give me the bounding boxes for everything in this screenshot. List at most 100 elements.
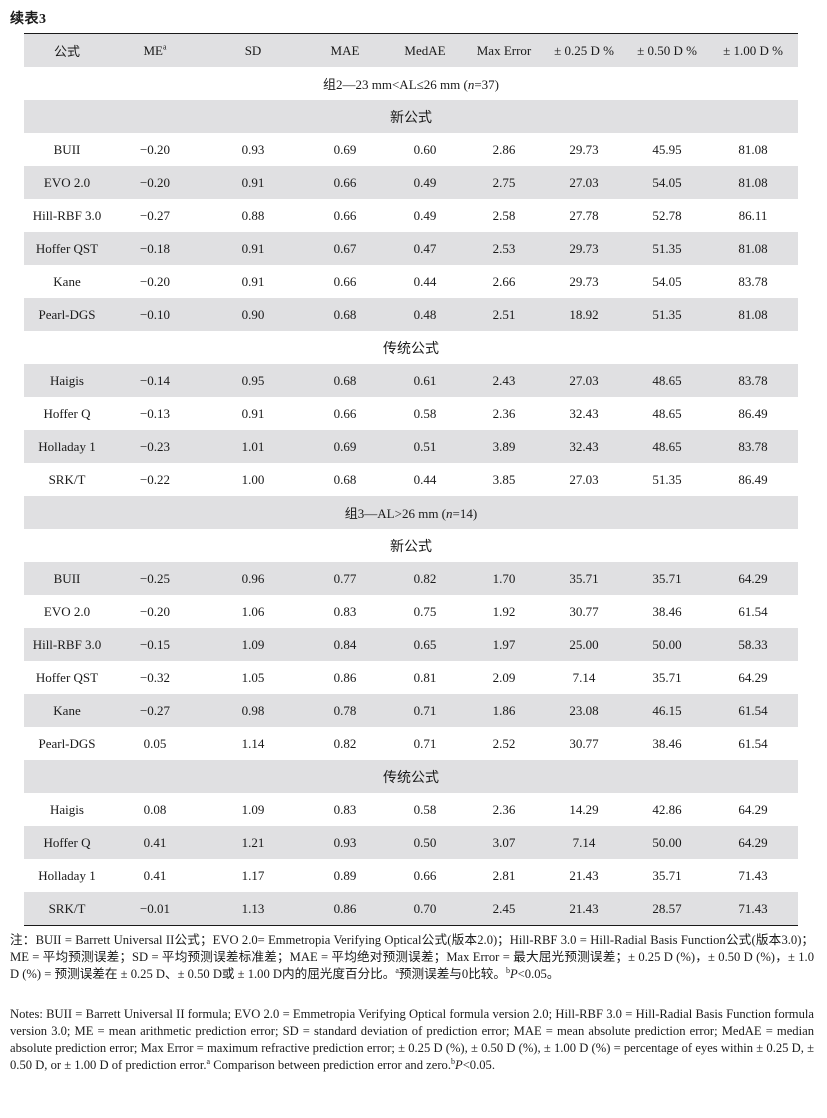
group-label: 组3—AL>26 mm (n=14) — [24, 496, 798, 529]
notes-en-sup-a: a — [206, 1056, 211, 1066]
cell-mae: 0.86 — [306, 892, 384, 926]
group-label-suffix: =37) — [474, 77, 499, 92]
cell-me: −0.27 — [139, 702, 171, 718]
cell-medae: 0.61 — [413, 372, 437, 388]
cell-max-error: 2.43 — [492, 372, 516, 388]
cell-me: −0.10 — [139, 306, 171, 322]
cell-me: 0.41 — [143, 867, 167, 883]
cell-p050: 51.35 — [652, 306, 682, 322]
cell-formula: Hoffer QST — [35, 240, 99, 256]
notes-en-p: P — [455, 1058, 463, 1072]
cell-sd: 1.21 — [241, 834, 265, 850]
table-row: Hoffer Q 0.41 1.21 0.93 0.50 3.07 7.14 50.00 64.… — [24, 826, 798, 859]
cell-p025: 32.43 — [569, 438, 599, 454]
cell-mae: 0.93 — [333, 834, 357, 850]
cell-max-error: 1.97 — [492, 636, 516, 652]
cell-mae: 0.78 — [333, 702, 357, 718]
cell-formula: Holladay 1 — [38, 438, 96, 454]
notes-english: Notes: BUII = Barrett Universal II formu… — [10, 1006, 814, 1074]
cell-me: −0.20 — [139, 141, 171, 157]
cell-max-error: 2.36 — [492, 405, 516, 421]
cell-p025: 29.73 — [569, 141, 599, 157]
header-me: MEa — [110, 33, 200, 67]
table-row: Hill-RBF 3.0 −0.15 1.09 0.84 0.65 1.97 25.00 50… — [24, 628, 798, 661]
cell-max-error: 3.85 — [492, 471, 516, 487]
cell-sd: 0.91 — [241, 273, 265, 289]
cell-medae: 0.66 — [413, 867, 437, 883]
cell-formula: Pearl-DGS — [38, 735, 96, 751]
cell-p025: 25.00 — [569, 636, 599, 652]
cell-medae: 0.81 — [413, 669, 437, 685]
cell-sd: 0.96 — [241, 570, 265, 586]
cell-p025: 7.14 — [572, 834, 596, 850]
cell-formula: Holladay 1 — [38, 867, 96, 883]
cell-sd: 1.05 — [241, 669, 265, 685]
cell-medae: 0.65 — [413, 636, 437, 652]
cell-formula: BUII — [53, 141, 81, 157]
cell-p050: 35.71 — [652, 570, 682, 586]
notes-zh-p: P — [509, 967, 518, 981]
table-row: Hoffer Q −0.13 0.91 0.66 0.58 2.36 32.43 48.65 8… — [24, 397, 798, 430]
group-label: 组2—23 mm<AL≤26 mm (n=37) — [24, 67, 798, 100]
cell-medae: 0.50 — [413, 834, 437, 850]
cell-formula: Kane — [53, 273, 81, 289]
notes-en-sup-b: b — [451, 1056, 455, 1066]
cell-sd: 0.95 — [241, 372, 265, 388]
section-header-row: 新公式 — [24, 100, 798, 133]
cell-formula: EVO 2.0 — [43, 174, 91, 190]
cell-p025: 27.03 — [569, 174, 599, 190]
table-row: Haigis −0.14 0.95 0.68 0.61 2.43 27.03 48.65 83.… — [24, 364, 798, 397]
table-row: Haigis 0.08 1.09 0.83 0.58 2.36 14.29 42.86 64.2… — [24, 793, 798, 826]
cell-mae: 0.66 — [333, 174, 357, 190]
cell-max-error: 2.52 — [492, 735, 516, 751]
cell-max-error: 1.86 — [492, 702, 516, 718]
cell-sd: 1.00 — [241, 471, 265, 487]
cell-formula: SRK/T — [48, 471, 86, 487]
cell-p100: 83.78 — [738, 438, 768, 454]
section-label: 传统公式 — [383, 770, 439, 786]
table-row: Pearl-DGS −0.10 0.90 0.68 0.48 2.51 18.92 51.35… — [24, 298, 798, 331]
cell-p025: 29.73 — [569, 273, 599, 289]
header-mae: MAE — [306, 33, 384, 67]
cell-p050: 48.65 — [652, 405, 682, 421]
cell-p100: 86.11 — [738, 207, 768, 223]
cell-sd: 0.91 — [241, 405, 265, 421]
cell-max-error: 2.45 — [466, 892, 542, 926]
table-caption: 续表3 — [10, 12, 47, 27]
cell-p100: 81.08 — [738, 240, 768, 256]
cell-p050: 38.46 — [652, 603, 682, 619]
header-me-text: ME — [143, 42, 163, 58]
header-p025: ± 0.25 D % — [542, 33, 626, 67]
cell-medae: 0.60 — [413, 141, 437, 157]
table-row: BUII −0.25 0.96 0.77 0.82 1.70 35.71 35.71 64.29 — [24, 562, 798, 595]
cell-formula: Hill-RBF 3.0 — [32, 207, 102, 223]
cell-mae: 0.68 — [333, 306, 357, 322]
cell-mae: 0.69 — [333, 438, 357, 454]
cell-sd: 1.13 — [200, 892, 306, 926]
cell-me: −0.15 — [139, 636, 171, 652]
cell-p025: 23.08 — [569, 702, 599, 718]
cell-me: −0.14 — [139, 372, 171, 388]
cell-p025: 27.03 — [569, 471, 599, 487]
cell-formula: SRK/T — [24, 892, 110, 926]
cell-mae: 0.66 — [333, 207, 357, 223]
header-me-sup: a — [162, 42, 167, 52]
cell-sd: 0.91 — [241, 240, 265, 256]
cell-me: −0.01 — [110, 892, 200, 926]
section-label: 传统公式 — [383, 341, 439, 357]
table-row: Hill-RBF 3.0 −0.27 0.88 0.66 0.49 2.58 27.78 52… — [24, 199, 798, 232]
cell-medae: 0.58 — [413, 801, 437, 817]
header-p100: ± 1.00 D % — [708, 33, 798, 67]
cell-formula: Hoffer QST — [35, 669, 99, 685]
group-label-n: n — [446, 506, 453, 521]
notes-zh-main: 注：BUII = Barrett Universal II公式；EVO 2.0=… — [10, 933, 814, 981]
cell-me: −0.22 — [139, 471, 171, 487]
table-row: Hoffer QST −0.32 1.05 0.86 0.81 2.09 7.14 35.71… — [24, 661, 798, 694]
section-header-row: 传统公式 — [24, 760, 798, 793]
cell-max-error: 1.70 — [492, 570, 516, 586]
cell-p100: 86.49 — [738, 471, 768, 487]
table-row: EVO 2.0 −0.20 1.06 0.83 0.75 1.92 30.77 38.46 61… — [24, 595, 798, 628]
header-row: 公式 MEa SD MAE MedAE Max Error ± 0.25 D %… — [24, 33, 798, 67]
cell-formula: Hoffer Q — [43, 405, 91, 421]
section-header-row: 传统公式 — [24, 331, 798, 364]
